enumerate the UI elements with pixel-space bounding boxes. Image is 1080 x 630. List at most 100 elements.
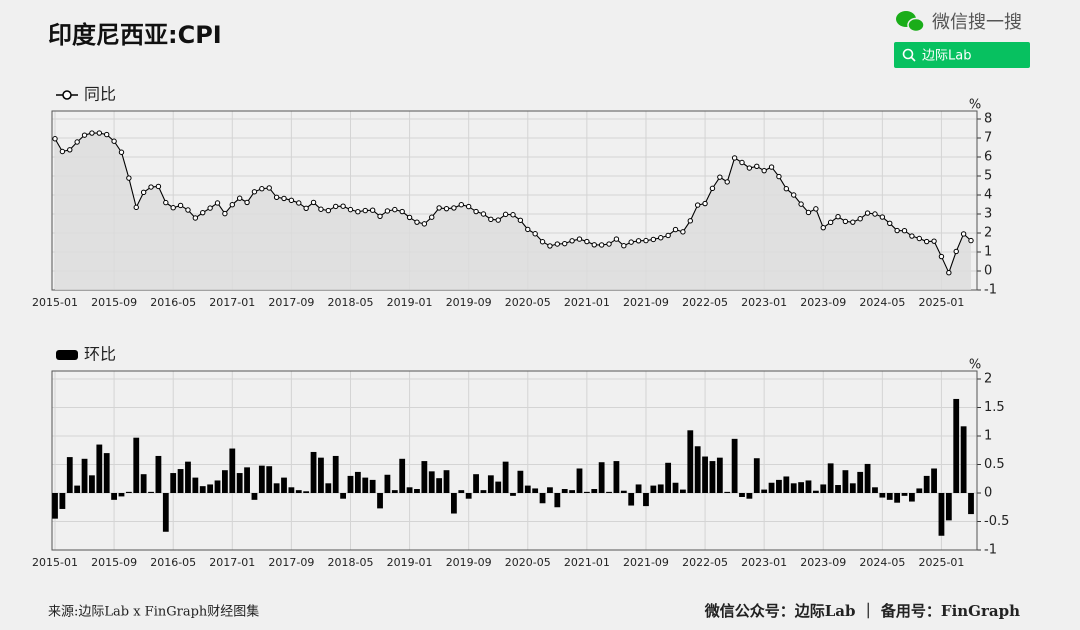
- x-tick-label: 2015-01: [32, 296, 78, 309]
- legend-label: 环比: [84, 345, 116, 364]
- bar: [340, 493, 346, 499]
- point: [879, 214, 886, 220]
- x-tick-label: 2016-05: [150, 556, 196, 569]
- bar: [872, 487, 878, 493]
- bar: [303, 491, 310, 493]
- point: [67, 147, 73, 153]
- x-tick-label: 2024-05: [859, 296, 905, 309]
- point: [761, 167, 767, 174]
- point: [894, 227, 900, 234]
- bar: [295, 490, 302, 493]
- bar: [517, 470, 524, 493]
- x-tick-label: 2025-01: [918, 556, 964, 569]
- bar: [583, 491, 590, 493]
- bar: [561, 489, 568, 493]
- footer-account: 微信公众号：边际Lab ｜ 备用号：FinGraph: [704, 602, 1020, 620]
- bar: [554, 493, 561, 508]
- point: [613, 236, 620, 242]
- bar: [325, 483, 332, 493]
- x-tick-label: 2023-01: [741, 556, 787, 569]
- point: [148, 184, 154, 190]
- bar: [753, 458, 760, 493]
- bar: [716, 457, 723, 493]
- y-tick-label: -1: [984, 543, 997, 558]
- bar: [820, 484, 827, 493]
- page-title: 印度尼西亚:CPI: [48, 21, 222, 49]
- point: [399, 208, 405, 215]
- point: [547, 243, 553, 249]
- bar: [650, 485, 657, 493]
- point: [694, 202, 701, 208]
- bar: [931, 468, 937, 493]
- point: [251, 189, 258, 195]
- bar: [923, 475, 930, 493]
- point: [635, 238, 642, 244]
- bar: [761, 489, 768, 493]
- x-tick-label: 2016-05: [150, 296, 196, 309]
- y-tick-label: 1.5: [984, 400, 1005, 415]
- bar: [731, 438, 738, 493]
- bar: [901, 493, 908, 496]
- y-tick-label: 0: [984, 486, 992, 501]
- point: [872, 211, 878, 217]
- bar: [606, 491, 612, 493]
- bar: [480, 490, 487, 493]
- point: [532, 231, 538, 237]
- point: [377, 213, 383, 219]
- bar: [406, 487, 413, 493]
- point: [584, 238, 590, 245]
- bar: [812, 490, 819, 493]
- point: [207, 205, 213, 211]
- search-box[interactable]: [894, 42, 1030, 68]
- footer-source: 来源:边际Lab x FinGraph财经图集: [48, 604, 259, 620]
- x-tick-label: 2021-01: [564, 296, 610, 309]
- point: [827, 219, 834, 226]
- y-tick-label: 4: [984, 188, 992, 203]
- point: [126, 175, 132, 181]
- point: [244, 199, 250, 206]
- point: [192, 215, 199, 221]
- x-tick-label: 2020-05: [505, 296, 551, 309]
- bar: [665, 462, 672, 493]
- point: [768, 164, 775, 170]
- point: [754, 163, 760, 170]
- point: [783, 186, 790, 192]
- point: [355, 209, 361, 215]
- point: [643, 237, 649, 244]
- point: [436, 205, 442, 211]
- bar: [473, 474, 479, 493]
- point: [81, 132, 88, 138]
- bar: [133, 437, 140, 493]
- point: [576, 236, 583, 242]
- bar: [162, 493, 169, 532]
- point: [118, 149, 125, 155]
- bar: [273, 483, 280, 493]
- point: [731, 155, 738, 161]
- point: [569, 238, 575, 244]
- y-tick-label: 2: [984, 226, 992, 241]
- bar: [687, 430, 694, 493]
- bar: [532, 488, 539, 493]
- bar: [643, 493, 649, 507]
- bar: [244, 467, 250, 493]
- point: [325, 207, 332, 214]
- point: [155, 183, 162, 190]
- point: [406, 214, 413, 221]
- point: [443, 205, 450, 212]
- bar: [125, 491, 132, 493]
- point: [739, 159, 745, 166]
- point: [562, 240, 568, 247]
- x-tick-label: 2019-01: [387, 296, 433, 309]
- bar: [864, 463, 871, 493]
- point: [702, 200, 708, 207]
- bar: [657, 484, 664, 493]
- bar: [798, 482, 804, 493]
- y-tick-label: 5: [984, 169, 992, 184]
- x-tick-label: 2015-01: [32, 556, 78, 569]
- point: [429, 214, 435, 220]
- point: [502, 211, 509, 218]
- bar: [74, 485, 81, 493]
- y-tick-label: 0.5: [984, 457, 1005, 472]
- point: [288, 197, 295, 204]
